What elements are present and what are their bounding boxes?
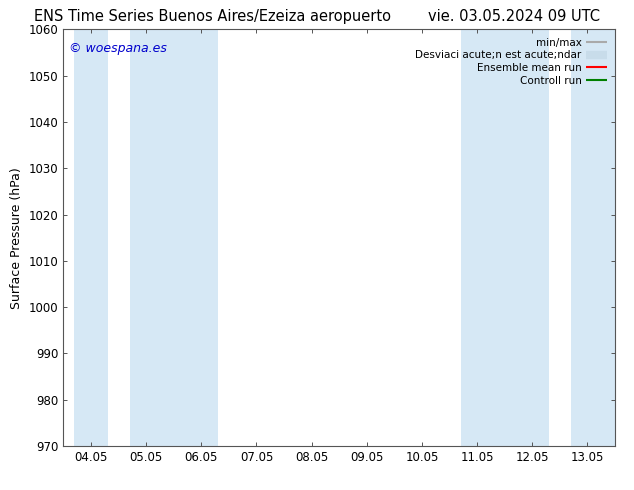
Bar	[460, 29, 549, 446]
Bar	[74, 29, 108, 446]
Text: © woespana.es: © woespana.es	[69, 42, 167, 55]
Bar	[571, 29, 615, 446]
Text: ENS Time Series Buenos Aires/Ezeiza aeropuerto        vie. 03.05.2024 09 UTC: ENS Time Series Buenos Aires/Ezeiza aero…	[34, 9, 600, 24]
Y-axis label: Surface Pressure (hPa): Surface Pressure (hPa)	[10, 167, 23, 309]
Legend: min/max, Desviaci acute;n est acute;ndar, Ensemble mean run, Controll run: min/max, Desviaci acute;n est acute;ndar…	[412, 35, 610, 89]
Bar	[129, 29, 218, 446]
